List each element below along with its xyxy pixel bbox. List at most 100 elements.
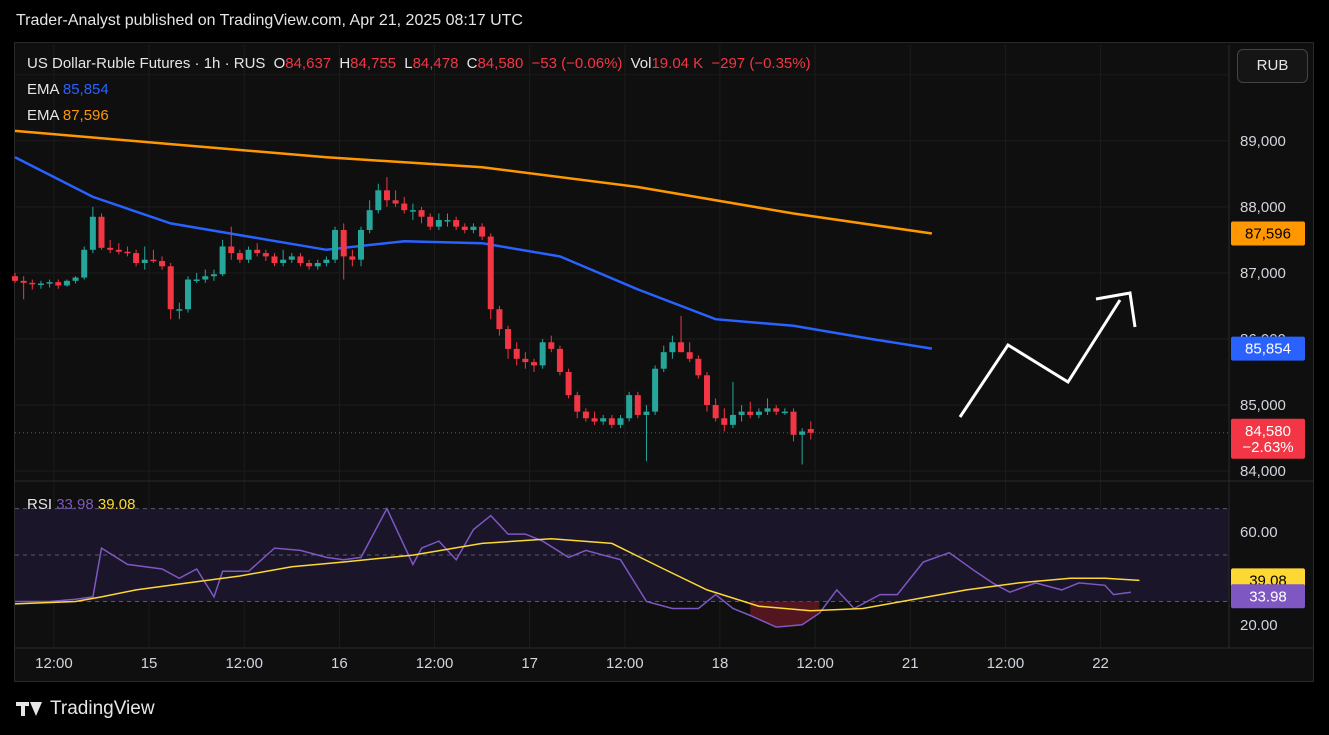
time-tick-label: 18 <box>712 655 729 672</box>
candle-body <box>133 253 140 263</box>
candle-body <box>245 249 252 260</box>
volume-value: Vol19.04 K <box>630 55 704 72</box>
candle-body <box>435 220 442 227</box>
candle-body <box>375 190 382 211</box>
price-tick-label: 88,000 <box>1240 199 1286 216</box>
rsi-tick-label: 60.00 <box>1240 524 1278 541</box>
change-value: −53 (−0.06%) <box>531 55 623 72</box>
ema-slow-line <box>14 129 933 235</box>
candle-body <box>807 429 814 433</box>
ema-slow-legend[interactable]: EMA 87,596 <box>27 107 109 124</box>
candle-body <box>453 220 460 227</box>
candle-body <box>358 229 364 260</box>
rsi-ma-line <box>14 538 1140 612</box>
candle-body <box>37 283 44 285</box>
candle-body <box>202 276 209 280</box>
candle-body <box>608 418 615 425</box>
high-value: H84,755 <box>339 55 397 72</box>
ema-lines <box>14 129 933 350</box>
time-tick-label: 15 <box>141 655 158 672</box>
ema-slow-price-label-bg <box>1231 221 1305 246</box>
candle-body <box>626 395 633 419</box>
candle-body <box>392 200 399 204</box>
candle-body <box>721 418 728 425</box>
candle-body <box>63 280 70 286</box>
candle-body <box>236 253 243 260</box>
candle-body <box>383 190 390 201</box>
candle-body <box>522 358 529 363</box>
forecast-arrow <box>958 299 1122 418</box>
candle-body <box>496 309 503 330</box>
candle-body <box>176 309 183 311</box>
candle-body <box>799 431 806 435</box>
candle-body <box>81 249 88 278</box>
candles <box>12 177 814 465</box>
time-tick-label: 17 <box>521 655 538 672</box>
price-tick-label: 87,000 <box>1240 265 1286 282</box>
candle-body <box>314 263 321 267</box>
symbol-name: US Dollar-Ruble Futures · 1h · RUS <box>27 55 266 72</box>
rsi-tick-label: 20.00 <box>1240 617 1278 634</box>
ema-fast-line <box>14 156 933 350</box>
rsi-line <box>15 506 1132 628</box>
candle-body <box>167 266 174 310</box>
ema-fast-price-label: 85,854 <box>1245 341 1291 358</box>
candle-body <box>600 418 607 422</box>
candle-body <box>487 236 494 310</box>
candle-body <box>660 352 667 369</box>
candle-body <box>20 280 27 283</box>
candle-body <box>790 411 797 435</box>
candle-body <box>193 279 200 282</box>
candle-body <box>634 395 641 415</box>
currency-button[interactable]: RUB <box>1237 49 1308 83</box>
ema-slow-value: 87,596 <box>62 107 109 124</box>
time-tick-label: 12:00 <box>987 655 1025 672</box>
candle-body <box>115 249 122 252</box>
last-price-label-percent: −2.63% <box>1242 439 1293 456</box>
candle-body <box>401 203 408 211</box>
tradingview-logo-icon <box>16 700 44 718</box>
candle-body <box>781 411 788 414</box>
candle-body <box>366 210 373 230</box>
rsi-lines <box>14 506 1140 628</box>
candle-body <box>228 246 235 254</box>
candle-body <box>185 279 191 310</box>
candle-body <box>669 342 676 353</box>
ema-fast-price-label-bg <box>1231 336 1305 361</box>
candle-body <box>643 411 650 415</box>
price-tick-label: 89,000 <box>1240 133 1286 150</box>
tradingview-logo[interactable]: TradingView <box>16 698 155 720</box>
close-value: C84,580 <box>466 55 524 72</box>
candle-body <box>704 375 710 406</box>
candle-body <box>349 256 356 260</box>
ema-slow-price-label: 87,596 <box>1245 226 1291 243</box>
candle-body <box>617 418 624 425</box>
candle-body <box>747 411 754 415</box>
candle-body <box>340 229 347 257</box>
candle-body <box>764 408 771 412</box>
candle-body <box>729 414 736 425</box>
candle-body <box>470 226 477 230</box>
published-caption: Trader-Analyst published on TradingView.… <box>16 12 523 29</box>
candle-body <box>444 220 451 222</box>
last-price-label-bg <box>1231 418 1305 459</box>
time-tick-label: 12:00 <box>35 655 73 672</box>
ema-fast-legend[interactable]: EMA 85,854 <box>27 81 109 98</box>
candle-body <box>219 246 226 275</box>
candle-body <box>565 372 572 396</box>
rsi-value-label-bg <box>1231 584 1305 609</box>
candle-body <box>773 408 780 412</box>
candle-body <box>539 342 546 366</box>
rsi-legend[interactable]: RSI 33.98 39.08 <box>27 496 136 513</box>
low-value: L84,478 <box>404 55 459 72</box>
volume-change: −297 (−0.35%) <box>711 55 811 72</box>
candle-body <box>712 405 719 419</box>
candle-body <box>141 259 148 263</box>
rsi-band-fill <box>15 508 1229 602</box>
rsi-value-label: 33.98 <box>1249 588 1287 605</box>
candle-body <box>46 282 53 284</box>
candle-body <box>418 210 425 217</box>
candle-body <box>574 395 581 412</box>
price-tick-label: 84,000 <box>1240 463 1286 480</box>
